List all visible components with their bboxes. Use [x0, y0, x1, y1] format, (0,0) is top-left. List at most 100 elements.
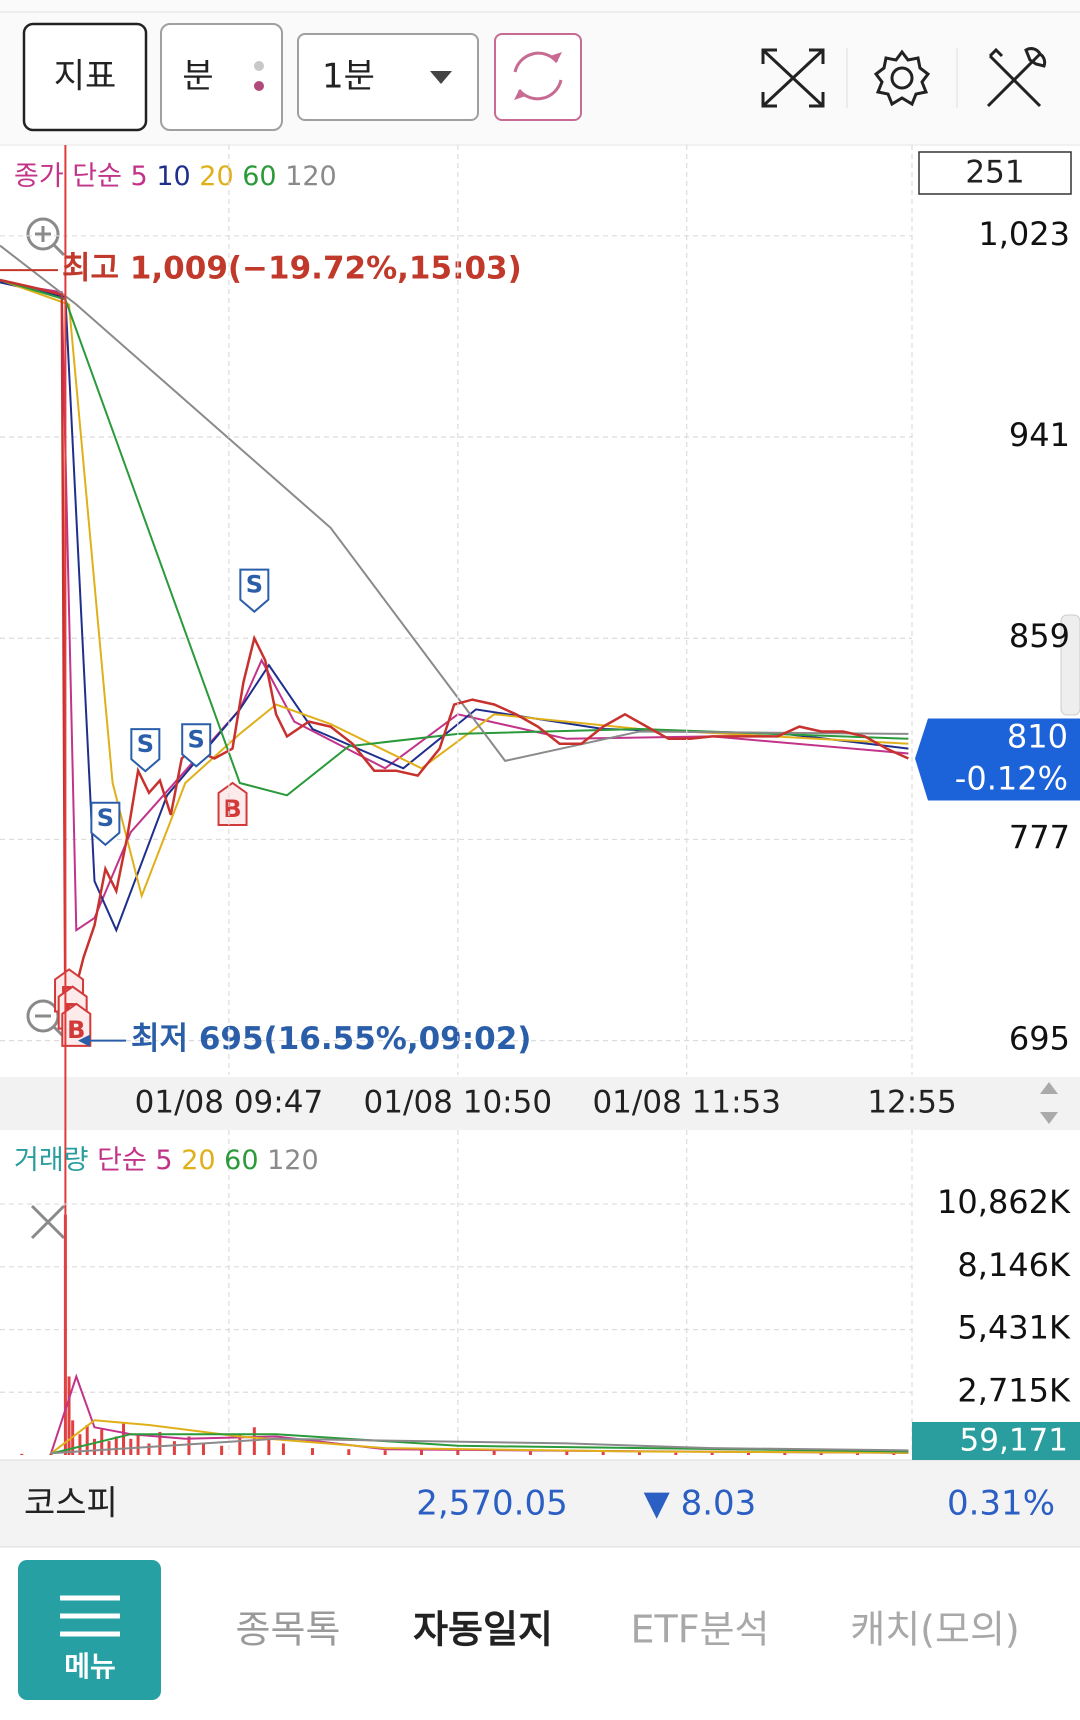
volume-bar [78, 1434, 82, 1455]
menu-button[interactable] [18, 1560, 161, 1700]
refresh-button[interactable] [494, 33, 582, 121]
y-tick-label: 777 [1009, 818, 1070, 856]
price-line [0, 278, 909, 1029]
scroll-arrow[interactable] [1040, 1112, 1058, 1124]
legend-space [216, 1145, 225, 1176]
legend-item: 20 [181, 1145, 215, 1176]
volume-bar [172, 1441, 176, 1455]
low-arrow-head [78, 1034, 90, 1047]
volume-bar [637, 1452, 641, 1455]
y-tick-label: 8,146K [957, 1246, 1071, 1284]
button-label: 1분 [322, 57, 375, 97]
legend-space [173, 1145, 182, 1176]
volume-bar [201, 1443, 205, 1455]
button-label: 분 [182, 57, 213, 97]
scroll-handle[interactable] [1060, 614, 1080, 716]
signal-label: S [188, 725, 205, 753]
volume-ma-line [50, 1419, 909, 1455]
nav-tab[interactable]: ETF분석 [631, 1608, 770, 1652]
index-bar [0, 1460, 1080, 1547]
index-rate: 0.31% [947, 1484, 1055, 1524]
expand-icon[interactable] [761, 48, 825, 108]
index-name: 코스피 [24, 1484, 118, 1524]
y-tick-label: 5,431K [957, 1309, 1071, 1347]
zoom-in-icon[interactable] [26, 217, 66, 257]
x-tick-label: 01/08 09:47 [135, 1085, 324, 1121]
legend-item: 20 [199, 161, 233, 192]
signal-box [90, 801, 121, 847]
tools-icon[interactable] [986, 47, 1047, 108]
signal: B [217, 781, 248, 826]
y-tick-label: 695 [1009, 1020, 1070, 1058]
refresh-icon [514, 90, 526, 100]
signal: S [130, 728, 161, 773]
volume-bar [122, 1422, 126, 1455]
signal-box [239, 568, 270, 613]
low-label: 최저 695(16.55%,09:02) [131, 1021, 531, 1057]
volume-bar [49, 1453, 53, 1455]
signal-label: S [97, 804, 114, 832]
volume-bar [492, 1449, 496, 1455]
volume-bar [565, 1450, 569, 1455]
legend-item: 10 [156, 161, 190, 192]
y-tick-label: 10,862K [937, 1183, 1071, 1221]
legend: 종가 단순 5 10 20 60 120 [14, 161, 337, 192]
refresh-icon [550, 52, 562, 62]
signal-label: B [223, 795, 241, 823]
nav-tab[interactable]: 자동일지 [413, 1608, 553, 1652]
y-tick-label: 2,715K [957, 1371, 1071, 1409]
current-volume: 59,171 [960, 1423, 1068, 1459]
settings-icon[interactable] [873, 49, 931, 107]
volume-bar [20, 1453, 24, 1455]
period-select[interactable] [297, 33, 479, 121]
dot [254, 81, 264, 91]
y-tick-label: 941 [1009, 416, 1070, 454]
close-icon[interactable] [30, 1204, 66, 1240]
volume-bar [310, 1448, 314, 1455]
legend-space [191, 161, 200, 192]
volume-bar [419, 1448, 423, 1455]
volume-bar [819, 1452, 823, 1455]
current-change: -0.12% [955, 759, 1068, 797]
nav-tab[interactable]: 종목톡 [236, 1608, 341, 1652]
volume-ma-line [50, 1437, 909, 1455]
volume-bar [107, 1441, 111, 1455]
nav-tab[interactable]: 캐치(모의) [850, 1608, 1020, 1652]
legend-title: 거래량 [14, 1145, 89, 1176]
signal-label: B [67, 1016, 85, 1044]
volume-bar [63, 1214, 67, 1455]
volume-bar [220, 1445, 224, 1455]
volume-bar [136, 1434, 140, 1455]
index-change: ▼ 8.03 [644, 1484, 757, 1524]
volume-bar [238, 1434, 242, 1455]
volume-bar [892, 1453, 896, 1455]
ma-line [0, 244, 909, 763]
legend: 거래량 단순 5 20 60 120 [14, 1145, 319, 1176]
volume-bar [601, 1451, 605, 1455]
legend-space [148, 161, 157, 192]
legend-title: 종가 단순 [14, 161, 122, 192]
signal-box [181, 723, 212, 768]
indicator-button[interactable] [22, 22, 148, 132]
volume-bar [710, 1452, 714, 1455]
dropdown-arrow [430, 71, 452, 84]
scroll-arrow[interactable] [1040, 1082, 1058, 1094]
legend-space [147, 1145, 156, 1176]
signal-box [130, 728, 161, 773]
ma-line [0, 281, 909, 933]
legend-item: 60 [242, 161, 276, 192]
volume-bar [746, 1451, 750, 1455]
x-tick-label: 01/08 11:53 [592, 1085, 781, 1121]
y-tick-label: 859 [1009, 617, 1070, 655]
volume-bar [674, 1452, 678, 1455]
volume-bar [267, 1438, 271, 1455]
volume-ma-line [50, 1433, 909, 1455]
current-price-tag [915, 718, 1080, 801]
legend-space [89, 1145, 98, 1176]
ma-line [0, 279, 909, 900]
unit-button[interactable] [160, 23, 283, 131]
volume-bar [100, 1429, 104, 1455]
ma-line [0, 279, 909, 797]
volume-bar [85, 1424, 89, 1455]
